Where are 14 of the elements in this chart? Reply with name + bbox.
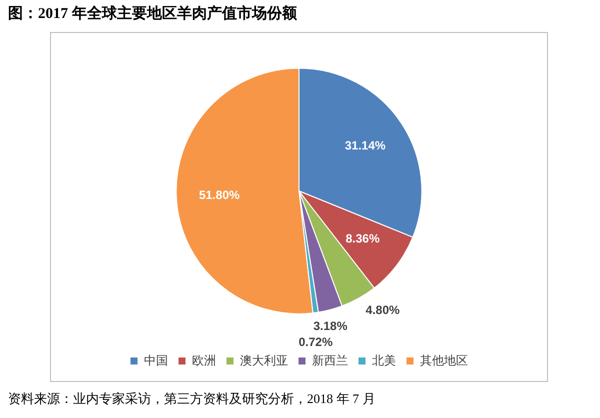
legend-label: 欧洲 (192, 353, 216, 368)
data-label: 8.36% (346, 232, 380, 246)
data-label: 31.14% (344, 138, 386, 153)
data-label: 4.80% (366, 302, 400, 317)
chart-title: 图：2017 年全球主要地区羊肉产值市场份额 (8, 4, 297, 23)
legend-label: 中国 (144, 353, 168, 368)
data-label: 3.18% (313, 318, 348, 333)
text: 资料来源：业内专家采访，第三方资料及研究分析，2018 年 7 月 (8, 390, 376, 408)
data-label: 51.80% (198, 188, 240, 202)
legend-label: 北美 (372, 353, 396, 368)
legend-label: 新西兰 (312, 353, 348, 368)
legend-label: 其他地区 (420, 353, 468, 368)
legend-label: 澳大利亚 (240, 353, 288, 368)
data-label: 0.72% (298, 334, 333, 349)
